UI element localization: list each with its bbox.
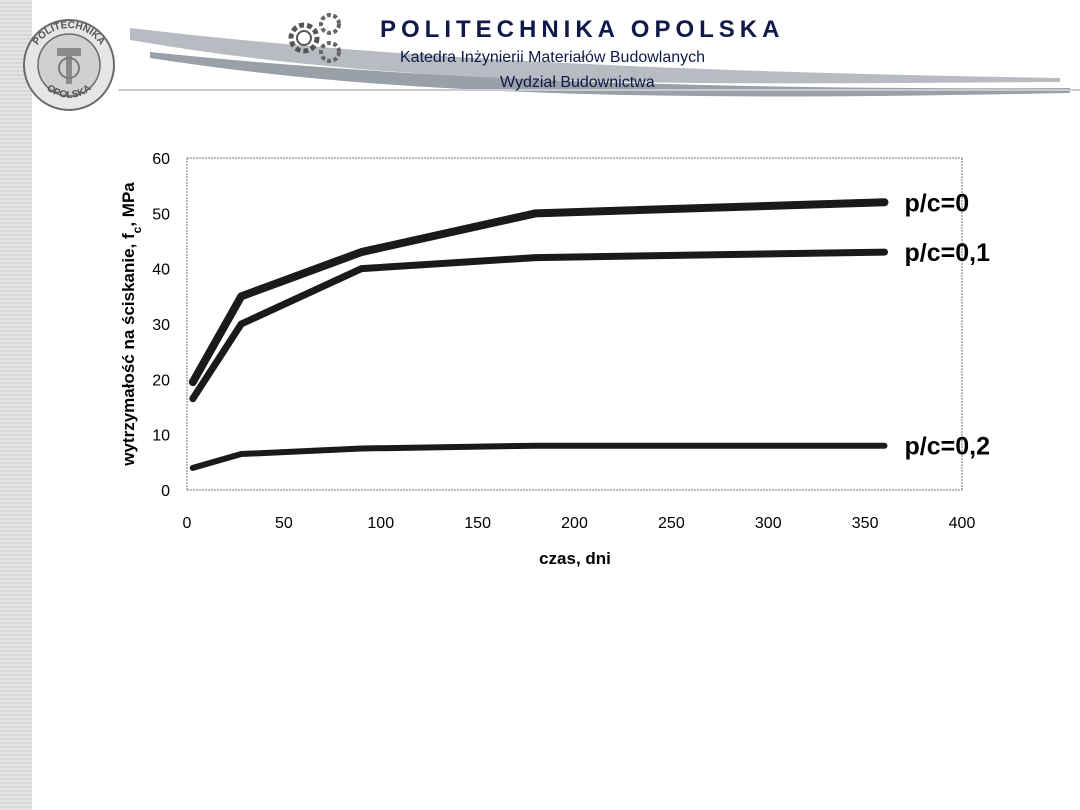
y-tick-label: 30 xyxy=(152,317,170,334)
series-lines xyxy=(188,198,889,471)
y-ticks: 0 10 20 30 40 50 60 xyxy=(152,151,170,500)
university-seal-logo: POLITECHNIKA OPOLSKA xyxy=(23,19,115,111)
series-line xyxy=(189,248,888,403)
svg-text:OPOLSKA: OPOLSKA xyxy=(44,83,93,101)
x-tick-label: 100 xyxy=(367,515,394,532)
x-tick-label: 200 xyxy=(561,515,588,532)
gears-icon xyxy=(288,13,341,63)
series-line xyxy=(189,442,888,471)
x-tick-label: 350 xyxy=(852,515,879,532)
department-name: Katedra Inżynierii Materiałów Budowlanyc… xyxy=(400,49,706,66)
y-tick-label: 0 xyxy=(161,483,170,500)
header: POLITECHNIKA OPOLSKA POLITECHNIKA OPOLSK… xyxy=(0,0,1080,115)
y-tick-label: 50 xyxy=(152,206,170,223)
left-decor-strip xyxy=(0,0,32,810)
y-tick-label: 40 xyxy=(152,262,170,279)
x-tick-label: 250 xyxy=(658,515,685,532)
x-tick-label: 400 xyxy=(949,515,976,532)
seal-text-bottom: OPOLSKA xyxy=(44,83,93,101)
university-name: POLITECHNIKA OPOLSKA xyxy=(380,16,785,43)
y-axis-title: wytrzymałość na ściskanie, fc, MPa xyxy=(119,182,144,467)
series-label: p/c=0,2 xyxy=(905,433,990,461)
header-swoosh xyxy=(118,28,1080,97)
y-tick-label: 20 xyxy=(152,372,170,389)
y-tick-label: 10 xyxy=(152,428,170,445)
y-tick-label: 60 xyxy=(152,151,170,168)
series-labels: p/c=0 p/c=0,1 p/c=0,2 xyxy=(905,189,991,460)
plot-area xyxy=(186,157,963,491)
x-ticks: 0 50 100 150 200 250 300 350 400 xyxy=(183,515,976,532)
series-line xyxy=(188,198,889,387)
x-tick-label: 0 xyxy=(183,515,192,532)
x-axis-title: czas, dni xyxy=(539,549,611,568)
faculty-name: Wydział Budownictwa xyxy=(500,74,655,91)
x-tick-label: 50 xyxy=(275,515,293,532)
x-tick-label: 300 xyxy=(755,515,782,532)
x-tick-label: 150 xyxy=(464,515,491,532)
series-label: p/c=0 xyxy=(905,189,970,217)
series-label: p/c=0,1 xyxy=(905,239,991,267)
